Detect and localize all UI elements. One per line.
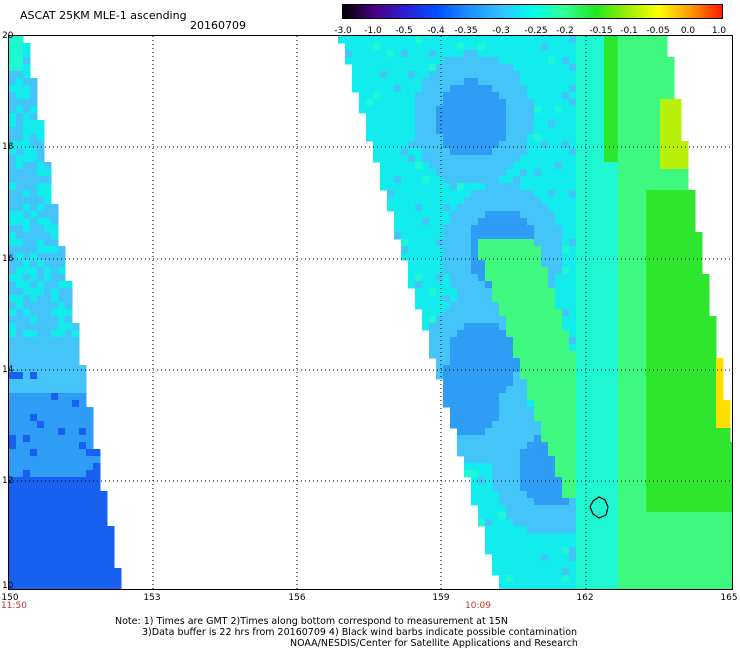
- note-line-2: 3)Data buffer is 22 hrs from 20160709 4)…: [142, 627, 578, 638]
- color-scale-tick: -0.15: [589, 26, 613, 36]
- pass-time-label: 10:09: [465, 601, 491, 611]
- product-title: ASCAT 25KM MLE-1 ascending: [20, 9, 187, 22]
- latitude-label: 18: [2, 142, 14, 152]
- latitude-label: 10: [2, 581, 14, 591]
- color-scale-tick: -0.1: [620, 26, 638, 36]
- color-scale-tick: -0.5: [395, 26, 413, 36]
- swath-map: [8, 35, 738, 590]
- latitude-label: 14: [2, 365, 14, 375]
- latitude-label: 16: [2, 254, 14, 264]
- swath-map-canvas: [9, 36, 738, 590]
- color-scale-bar: [342, 4, 723, 19]
- color-scale-tick: 0.0: [680, 26, 696, 36]
- latitude-label: 12: [2, 476, 14, 486]
- longitude-label: 156: [288, 593, 306, 603]
- latitude-label: 20: [2, 31, 14, 41]
- color-scale-tick: -3.0: [334, 26, 352, 36]
- longitude-label: 150: [1, 593, 19, 603]
- color-scale-tick: -0.35: [454, 26, 478, 36]
- note-line-3: NOAA/NESDIS/Center for Satellite Applica…: [290, 638, 578, 649]
- longitude-label: 153: [143, 593, 161, 603]
- color-scale-tick: -0.05: [646, 26, 670, 36]
- longitude-label: 159: [432, 593, 450, 603]
- note-line-1: Note: 1) Times are GMT 2)Times along bot…: [115, 616, 508, 627]
- color-scale-tick: 1.0: [711, 26, 727, 36]
- color-scale-tick: -0.25: [524, 26, 548, 36]
- color-scale-tick: -0.2: [556, 26, 574, 36]
- color-scale-tick: -1.0: [364, 26, 382, 36]
- pass-time-label: 11:50: [1, 601, 27, 611]
- footer-notes: Note: 1) Times are GMT 2)Times along bot…: [115, 616, 578, 649]
- color-scale-tick: -0.3: [492, 26, 510, 36]
- longitude-label: 162: [576, 593, 594, 603]
- color-scale-tick: -0.4: [427, 26, 445, 36]
- longitude-label: 165: [720, 593, 738, 603]
- product-date: 20160709: [190, 19, 246, 32]
